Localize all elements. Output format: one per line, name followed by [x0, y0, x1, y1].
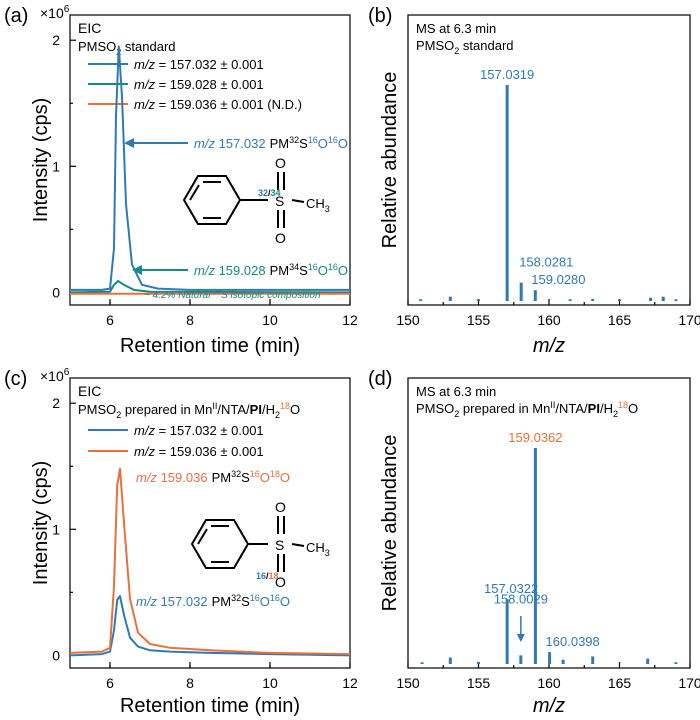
- panel-d: (d) 150 155 160 165 170 m/z Relative abundan…: [368, 368, 700, 717]
- panel-d-xtick-label: 155: [467, 675, 491, 691]
- panel-c-legend: m/z = 157.032 ± 0.001 m/z = 159.036 ± 0.…: [88, 423, 264, 459]
- panel-b-xlabel: m/z: [533, 335, 565, 357]
- panel-a-ytick-label: 0: [52, 284, 60, 300]
- panel-c-title: EIC: [78, 383, 101, 399]
- panel-d-xtick-label: 165: [608, 675, 632, 691]
- panel-c-ylabel: Intensity (cps): [30, 461, 52, 585]
- panel-a-xlabel: Retention time (min): [120, 335, 300, 357]
- panel-a-ytick-label: 1: [52, 158, 60, 174]
- panel-c-xtick-label: 8: [186, 675, 194, 691]
- panel-a-title: EIC: [78, 20, 101, 36]
- panel-c-subtitle: PMSO2 prepared in MnII/NTA/PI/H218O: [78, 401, 300, 420]
- panel-b-subtitle: PMSO2 standard: [416, 38, 514, 56]
- panel-d-peak-label-4: 160.0398: [546, 634, 600, 649]
- legend-a-1: m/z = 157.032 ± 0.001: [134, 57, 264, 72]
- panel-a-exponent: ×106: [40, 4, 70, 21]
- panel-b-xtick-label: 150: [396, 312, 420, 328]
- panel-a-sulfur: S: [275, 193, 284, 209]
- panel-c-xtick-label: 6: [106, 675, 114, 691]
- panel-a-xtick-label: 6: [106, 312, 114, 328]
- panel-c-frame: [69, 377, 351, 669]
- panel-c-xtick-label: 10: [262, 675, 278, 691]
- panel-c-oxygen-bottom: O: [275, 574, 286, 590]
- panel-c-ytick-label: 0: [52, 647, 60, 663]
- panel-a-structure: [182, 172, 305, 228]
- panel-a-series-line-2: [69, 280, 351, 294]
- panel-a-arrow-157: [124, 138, 188, 148]
- panel-a-frame: [69, 14, 351, 306]
- panel-c-xtick-label: 12: [342, 675, 358, 691]
- legend-c-2: m/z = 159.036 ± 0.001: [134, 444, 264, 459]
- panel-b-peak-label-1: 157.0319: [480, 67, 534, 82]
- panel-d-subtitle: PMSO2 prepared in MnII/NTA/PI/H218O: [416, 400, 638, 419]
- panel-d-peak-label-2: 157.0322: [484, 581, 538, 596]
- panel-c-series: [69, 467, 351, 657]
- panel-c-methyl: CH3: [306, 540, 330, 558]
- panel-c-xlabel: Retention time (min): [120, 695, 300, 717]
- panel-b-xtick-label: 170: [678, 312, 700, 328]
- panel-c-label: (c): [4, 368, 27, 390]
- panel-d-title: MS at 6.3 min: [416, 384, 496, 399]
- panel-c-annotation-157: m/z 157.032 PM32S16O16O: [136, 593, 290, 609]
- panel-a-xtick-label: 12: [342, 312, 358, 328]
- panel-b-ylabel: Relative abundance: [379, 72, 401, 249]
- panel-c-oxygen-top: O: [275, 499, 286, 515]
- panel-d-arrow-head: [516, 634, 525, 642]
- panel-a-xtick-label: 10: [262, 312, 278, 328]
- panel-d-ticks: 150 155 160 165 170: [396, 662, 700, 691]
- panel-a-methyl: CH3: [306, 196, 330, 214]
- panel-c-ytick-label: 1: [52, 521, 60, 537]
- panel-a-note: ~ 4.2% Natural 34S isotopic composition: [144, 289, 321, 301]
- panel-b-peaks: 157.0319 158.0281 159.0280: [419, 67, 678, 301]
- panel-a-oxygen-top: O: [275, 155, 286, 171]
- panel-d-xlabel: m/z: [533, 695, 565, 717]
- panel-b-xtick-label: 155: [467, 312, 491, 328]
- panel-a-ylabel: Intensity (cps): [30, 98, 52, 222]
- legend-a-3: m/z = 159.036 ± 0.001 (N.D.): [134, 97, 302, 112]
- panel-d-label: (d): [368, 368, 392, 390]
- panel-c-structure: [190, 516, 305, 572]
- legend-c-1: m/z = 157.032 ± 0.001: [134, 423, 264, 438]
- panel-d-xtick-label: 160: [537, 675, 561, 691]
- panel-a-oxygen-bottom: O: [275, 230, 286, 246]
- panel-d-xtick-label: 170: [678, 675, 700, 691]
- panel-b-ticks: 150 155 160 165 170: [396, 299, 700, 328]
- legend-a-2: m/z = 159.028 ± 0.001: [134, 77, 264, 92]
- panel-c-exponent: ×106: [40, 367, 70, 384]
- panel-a-xtick-label: 8: [186, 312, 194, 328]
- panel-b-xtick-label: 160: [537, 312, 561, 328]
- panel-c-series-line-2: [69, 467, 351, 656]
- panel-b-peak-label-3: 159.0280: [531, 272, 585, 287]
- panel-d-xtick-label: 150: [396, 675, 420, 691]
- panel-d-frame: [407, 377, 691, 669]
- panel-a-label: (a): [4, 5, 28, 27]
- panel-c-ytick-label: 2: [52, 395, 60, 411]
- panel-c-sulfur: S: [275, 537, 284, 553]
- panel-c-annotation-159: m/z 159.036 PM32S16O18O: [136, 469, 290, 485]
- panel-d-peak-label-3: 158.0029: [494, 591, 548, 606]
- panel-a-iso-label: 32/34: [258, 188, 281, 198]
- panel-a-ytick-label: 2: [52, 32, 60, 48]
- panel-b: (b) 150 155 160 165 170 m/z Relative abundan…: [368, 5, 700, 357]
- panel-b-title: MS at 6.3 min: [416, 21, 496, 36]
- panel-a-arrow-159: [132, 265, 188, 275]
- panel-a-legend: m/z = 157.032 ± 0.001 m/z = 159.028 ± 0.…: [88, 57, 302, 112]
- panel-b-label: (b): [368, 5, 392, 27]
- panel-d-peak-label-1: 159.0362: [508, 430, 562, 445]
- panel-a-annotation-159: m/z 159.028 PM34S16O16O: [194, 262, 348, 278]
- panel-a-annotation-157: m/z 157.032 PM32S16O16O: [194, 135, 348, 151]
- panel-a-series-line-1: [70, 45, 350, 291]
- panel-a-series: [69, 45, 351, 295]
- panel-b-xtick-label: 165: [608, 312, 632, 328]
- panel-c-iso-label: 16/18: [256, 571, 279, 581]
- panel-d-ylabel: Relative abundance: [379, 435, 401, 612]
- panel-a-subtitle: PMSO2 standard: [78, 39, 176, 57]
- panel-b-peak-label-2: 158.0281: [519, 255, 573, 270]
